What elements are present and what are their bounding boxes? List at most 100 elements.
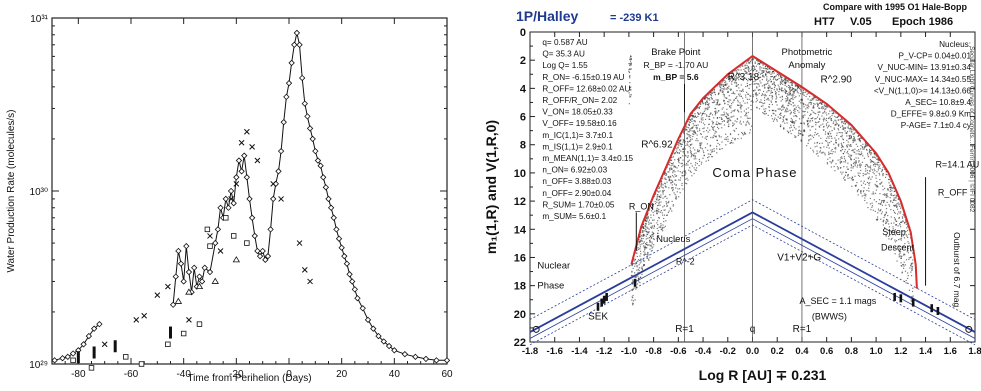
- observation-point: [783, 128, 785, 130]
- observation-point: [885, 211, 887, 213]
- observation-point: [835, 116, 837, 119]
- observation-point: [828, 113, 830, 115]
- observation-point: [761, 85, 764, 87]
- observation-point: [681, 182, 683, 185]
- observation-point: [795, 136, 797, 138]
- observation-point: [771, 75, 774, 78]
- observation-point: [637, 260, 639, 262]
- cross-point: [101, 341, 108, 348]
- cross-point: [228, 196, 234, 202]
- observation-point: [855, 131, 857, 133]
- observation-point: [754, 89, 756, 91]
- observation-point: [778, 87, 781, 90]
- observation-point: [759, 73, 762, 75]
- observation-point: [690, 144, 692, 146]
- observation-point: [810, 113, 812, 116]
- observation-point: [670, 187, 673, 189]
- observation-point: [651, 243, 653, 245]
- observation-point: [740, 90, 742, 93]
- observation-point: [653, 225, 656, 228]
- observation-point: [737, 138, 739, 140]
- observation-point: [782, 83, 784, 85]
- observation-point: [855, 153, 857, 155]
- observation-point: [815, 128, 817, 130]
- observation-point: [782, 104, 784, 106]
- observation-point: [883, 199, 886, 202]
- observation-point: [729, 142, 731, 145]
- annotation-phase: Phase: [537, 280, 564, 291]
- observation-point: [754, 68, 756, 70]
- observation-point: [717, 122, 720, 124]
- observation-point: [867, 145, 869, 147]
- observation-point: [829, 161, 831, 163]
- observation-point: [806, 106, 808, 108]
- observation-point: [699, 145, 702, 147]
- observation-point: [722, 107, 724, 109]
- observation-point: [699, 144, 701, 146]
- observation-point: [652, 219, 654, 221]
- observation-point: [639, 276, 642, 278]
- observation-point: [885, 207, 888, 210]
- observation-point: [666, 181, 668, 183]
- y-tick-label: 14: [514, 224, 527, 236]
- diamond-point: [59, 355, 66, 362]
- observation-point: [771, 98, 773, 100]
- observation-point: [695, 126, 697, 128]
- observation-point: [834, 124, 836, 126]
- observation-point: [636, 249, 638, 251]
- observation-point: [849, 138, 851, 140]
- observation-point: [889, 184, 891, 187]
- observation-point: [704, 124, 706, 126]
- observation-point: [765, 71, 768, 73]
- observation-point: [786, 119, 788, 121]
- observation-point: [770, 101, 773, 103]
- observation-point: [806, 111, 809, 113]
- observation-point: [819, 150, 822, 152]
- observation-point: [893, 197, 895, 199]
- observation-point: [861, 153, 863, 155]
- observation-point: [844, 161, 847, 163]
- x-tick-label: -0.6: [670, 346, 686, 357]
- observation-point: [664, 185, 666, 187]
- observation-point: [716, 102, 718, 104]
- observation-point: [729, 79, 731, 81]
- observation-point: [763, 84, 765, 86]
- observation-point: [885, 235, 887, 237]
- observation-point: [684, 154, 686, 156]
- observation-point: [841, 157, 843, 160]
- observation-point: [894, 219, 896, 221]
- observation-point: [774, 84, 776, 86]
- observation-point: [841, 118, 843, 121]
- observation-point: [837, 115, 840, 117]
- observation-point: [694, 156, 696, 158]
- observation-point: [871, 193, 873, 195]
- observation-point: [730, 74, 733, 77]
- observation-point: [649, 241, 651, 243]
- observation-point: [794, 89, 796, 92]
- observation-point: [638, 269, 640, 272]
- observation-point: [899, 255, 901, 257]
- observation-point: [875, 174, 877, 177]
- observation-point: [745, 108, 747, 110]
- observation-point: [711, 120, 713, 122]
- observation-point: [905, 223, 907, 225]
- observation-point: [770, 80, 772, 82]
- observation-point: [636, 266, 638, 268]
- observation-point: [905, 230, 907, 233]
- observation-point: [761, 78, 763, 81]
- observation-point: [708, 123, 710, 126]
- parameter-text: q= 0.587 AU: [542, 38, 587, 47]
- observation-point: [894, 232, 896, 234]
- observation-point: [747, 59, 750, 62]
- observation-point: [642, 234, 645, 236]
- observation-point: [705, 114, 708, 116]
- diamond-point: [222, 195, 229, 203]
- observation-point: [650, 217, 652, 219]
- observation-point: [876, 216, 879, 218]
- observation-point: [738, 69, 740, 71]
- observation-point: [642, 230, 644, 232]
- observation-point: [634, 272, 636, 274]
- diamond-point: [235, 157, 243, 164]
- observation-point: [696, 138, 698, 140]
- observation-point: [762, 105, 764, 107]
